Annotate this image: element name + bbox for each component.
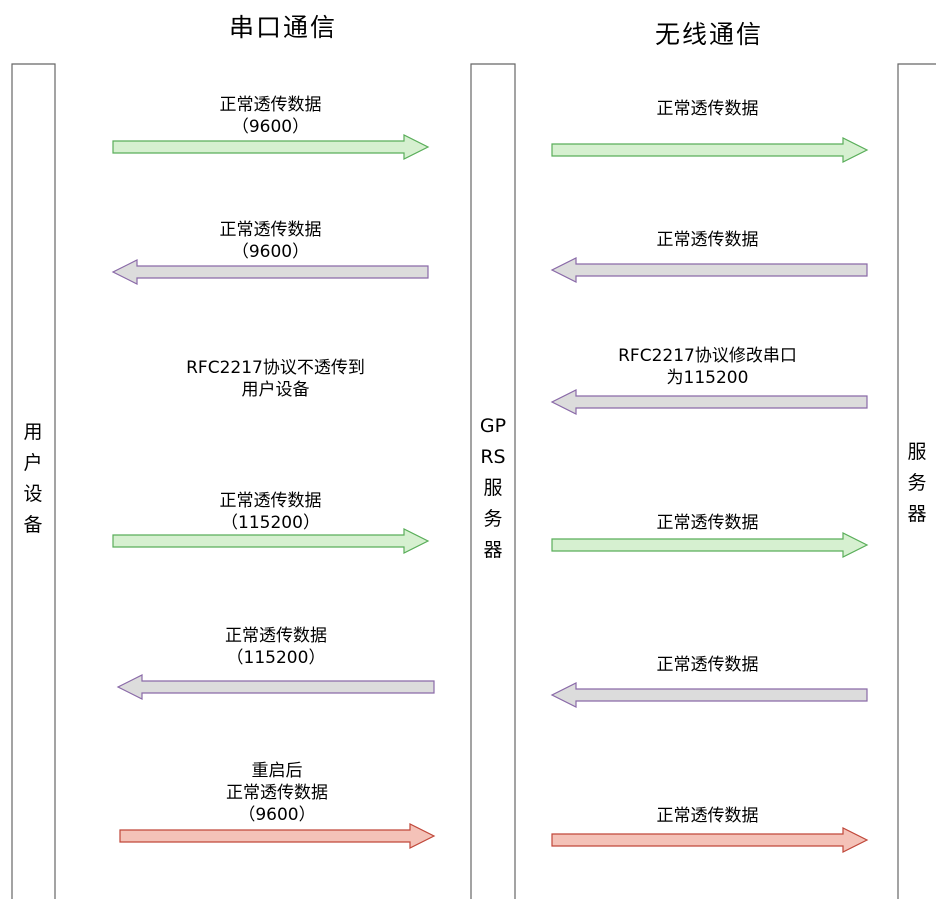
lane-label-char: 务 xyxy=(483,508,502,530)
message-row: 正常透传数据（9600）正常透传数据 xyxy=(111,220,868,285)
message-row: 正常透传数据（115200） 正常透传数据 xyxy=(112,491,869,558)
lane-label-char: RS xyxy=(480,446,505,468)
lane-label-char: GP xyxy=(480,415,506,437)
lane-server-box xyxy=(897,63,936,899)
wireless-message-label: 正常透传数据 xyxy=(657,806,759,826)
lane-label-char: 户 xyxy=(23,452,42,474)
wireless-arrow xyxy=(550,389,868,415)
lane-gprs-server-label: GP RS 服务器 xyxy=(480,415,506,561)
wireless-message-label: 正常透传数据 xyxy=(657,230,759,250)
lane-user-device-label: 用户设备 xyxy=(23,421,42,536)
lane-gprs-server-box xyxy=(470,63,516,899)
serial-message-label: （115200） xyxy=(221,513,320,533)
serial-message-label: 正常透传数据 xyxy=(225,626,327,646)
wireless-message-label: 正常透传数据 xyxy=(657,99,759,119)
wireless-message-label: 正常透传数据 xyxy=(657,513,759,533)
serial-arrow xyxy=(116,674,435,700)
lane-gprs-server: GP RS 服务器 xyxy=(470,63,516,899)
message-row: 正常透传数据（9600）正常透传数据 xyxy=(112,95,869,163)
lane-label-char: 服 xyxy=(483,477,502,499)
serial-message-label: 正常透传数据 xyxy=(220,95,322,115)
lane-server-label: 服务器 xyxy=(907,441,926,525)
serial-arrow xyxy=(112,134,430,160)
lane-label-char: 用 xyxy=(23,421,42,443)
serial-message-label: （9600） xyxy=(232,117,309,137)
lane-label-char: 备 xyxy=(23,514,42,536)
serial-message-label: 正常透传数据 xyxy=(220,491,322,511)
serial-message-label: （9600） xyxy=(238,805,315,825)
wireless-message-label: 正常透传数据 xyxy=(657,655,759,675)
serial-message-label: （115200） xyxy=(227,648,326,668)
lane-label-char: 务 xyxy=(907,472,926,494)
wireless-message-label: RFC2217协议修改串口 xyxy=(618,346,797,366)
serial-arrow xyxy=(111,259,429,285)
serial-message-label: 正常透传数据 xyxy=(220,220,322,240)
message-row: 正常透传数据（115200） 正常透传数据 xyxy=(116,626,868,708)
serial-arrow xyxy=(119,823,436,849)
serial-message-label: 用户设备 xyxy=(242,380,310,400)
wireless-arrow xyxy=(551,827,869,853)
wireless-arrow xyxy=(550,682,868,708)
lane-label-char: 器 xyxy=(483,539,502,561)
lane-server: 服务器 xyxy=(897,63,936,899)
serial-message-label: 正常透传数据 xyxy=(226,783,328,803)
lane-label-char: 服 xyxy=(907,441,926,463)
wireless-arrow xyxy=(550,257,868,283)
lane-user-device: 用户设备 xyxy=(11,63,56,899)
serial-message-label: 重启后 xyxy=(252,761,303,781)
serial-message-label: （9600） xyxy=(232,242,309,262)
wireless-message-label: 为115200 xyxy=(667,368,749,388)
serial-message-label: RFC2217协议不透传到 xyxy=(186,358,365,378)
header-wireless: 无线通信 xyxy=(655,20,763,49)
lane-user-device-box xyxy=(11,63,56,899)
wireless-arrow xyxy=(551,532,869,558)
wireless-arrow xyxy=(551,137,869,163)
lane-label-char: 器 xyxy=(907,503,926,525)
serial-arrow xyxy=(112,528,430,554)
messages: 正常透传数据（9600）正常透传数据正常透传数据（9600）正常透传数据RFC2… xyxy=(111,95,869,853)
lane-label-char: 设 xyxy=(23,483,42,505)
header-serial: 串口通信 xyxy=(229,13,337,42)
